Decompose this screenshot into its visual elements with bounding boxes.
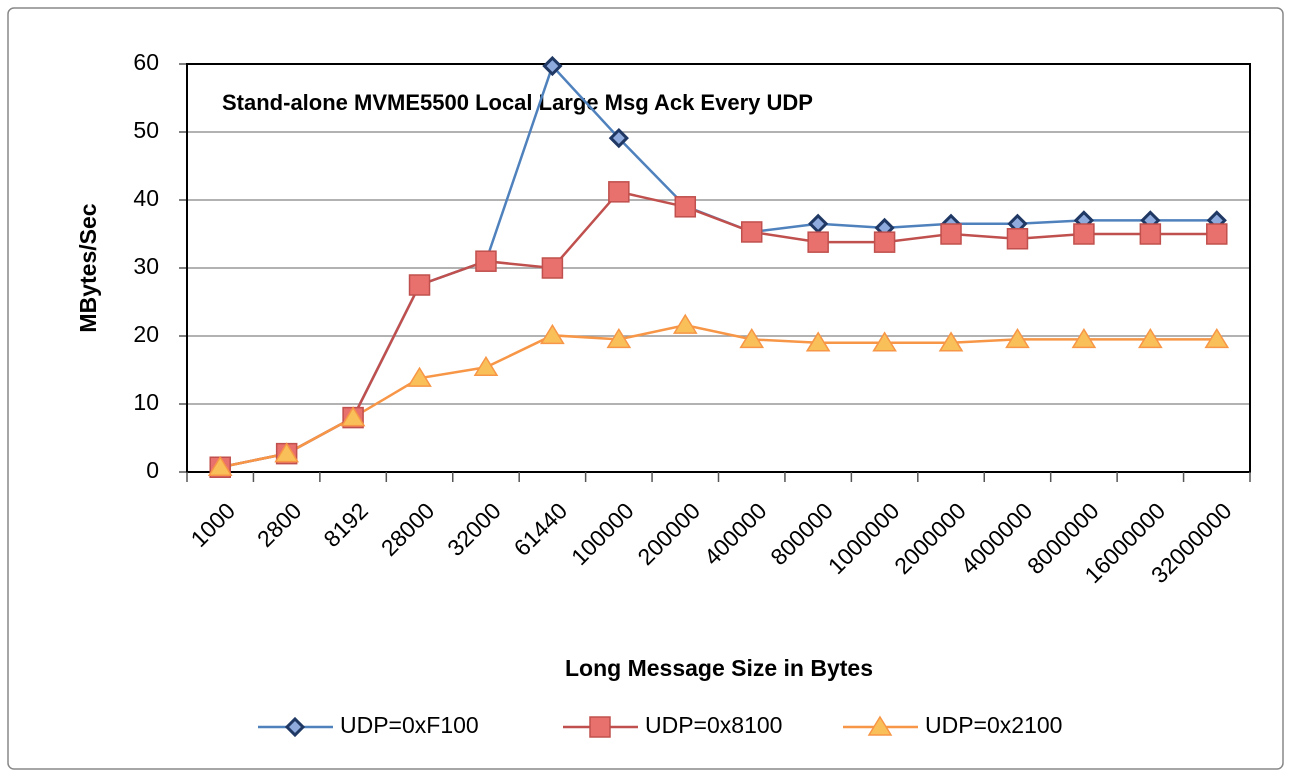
series-line [219, 323, 1217, 469]
series-line [219, 190, 1217, 469]
legend-label: UDP=0x2100 [925, 712, 1062, 738]
marker [340, 406, 366, 427]
marker [608, 127, 629, 149]
y-tick-label: 50 [133, 117, 159, 143]
marker [1138, 327, 1163, 349]
y-tick-label: 10 [133, 389, 159, 415]
marker [542, 55, 563, 77]
marker [872, 331, 897, 352]
legend-label: UDP=0xF100 [340, 712, 479, 738]
marker [938, 331, 964, 352]
legend-marker [284, 716, 306, 738]
y-axis-label: MBytes/Sec [75, 203, 101, 332]
marker [408, 274, 431, 296]
marker [473, 355, 499, 377]
marker [540, 323, 565, 345]
marker [207, 455, 233, 476]
legend-marker [589, 716, 611, 738]
marker [274, 442, 299, 463]
marker [1005, 327, 1030, 349]
marker [1073, 223, 1095, 245]
y-tick-label: 40 [133, 185, 159, 211]
y-tick-label: 20 [133, 321, 159, 347]
marker [1071, 327, 1097, 349]
legend-marker [867, 715, 893, 736]
marker [541, 257, 564, 279]
marker [606, 327, 632, 349]
marker [740, 221, 763, 243]
marker [475, 250, 497, 272]
marker [1206, 223, 1228, 245]
marker [674, 196, 697, 218]
marker [807, 231, 829, 253]
marker [1139, 223, 1162, 245]
y-tick-label: 30 [133, 253, 159, 279]
y-tick-label: 60 [133, 49, 159, 75]
marker [940, 223, 962, 245]
marker [739, 327, 765, 349]
x-axis-label: Long Message Size in Bytes [565, 655, 873, 681]
marker [608, 181, 630, 203]
legend-label: UDP=0x8100 [645, 712, 782, 738]
marker [1204, 327, 1230, 349]
marker [805, 331, 831, 352]
chart-title: Stand-alone MVME5500 Local Large Msg Ack… [222, 90, 813, 115]
chart-frame [7, 7, 1284, 770]
y-tick-label: 0 [146, 457, 159, 483]
marker [873, 231, 896, 253]
marker [672, 313, 698, 334]
marker [407, 366, 432, 387]
marker [1006, 228, 1029, 250]
